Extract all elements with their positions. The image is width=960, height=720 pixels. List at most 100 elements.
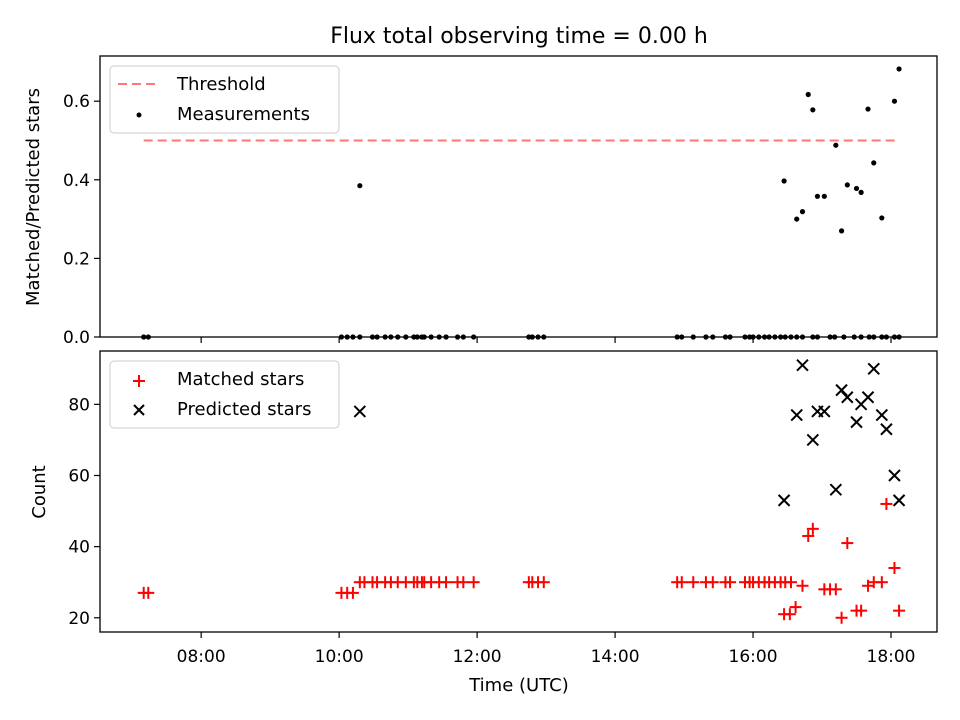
measurement-point [896, 66, 902, 72]
chart-title: Flux total observing time = 0.00 h [330, 24, 708, 49]
x-tick-label: 16:00 [729, 647, 778, 667]
measurement-point [799, 209, 806, 215]
measurement-point [750, 334, 756, 340]
bottom-panel-frame [99, 350, 938, 633]
measurement-point [722, 334, 729, 340]
measurement-point [891, 98, 898, 104]
top-panel: 0.0 0.2 0.4 0.6 Matched/Predicted stars Thr… [23, 55, 938, 348]
predicted-star-point [790, 408, 803, 422]
bottom-y-tick-label: 60 [68, 466, 90, 486]
matched-star-point [875, 576, 888, 589]
measurement-point [782, 334, 788, 340]
measurement-point [821, 193, 827, 199]
top-y-tick-label: 0.2 [63, 249, 90, 269]
measurement-point [814, 334, 821, 340]
predicted-star-point [841, 391, 854, 404]
matched-star-point [706, 576, 719, 589]
predicted-star-point [867, 362, 880, 375]
measurement-point [858, 334, 864, 340]
top-y-tick-label: 0.6 [63, 92, 90, 112]
x-tick-label: 14:00 [591, 647, 640, 667]
measurement-point [810, 107, 816, 113]
measurement-point [891, 334, 898, 340]
measurement-point [858, 189, 864, 195]
measurement-point [778, 334, 784, 340]
bottom-y-tick-label: 20 [68, 609, 90, 629]
measurement-point [832, 334, 838, 340]
bottom-x-ticks: 08:00 10:00 12:00 14:00 16:00 18:00 [177, 632, 916, 667]
measurement-point [344, 334, 350, 340]
matched-star-point [855, 604, 868, 617]
measurement-point [388, 334, 394, 340]
measurement-point [471, 334, 477, 340]
matched-star-point [841, 537, 854, 550]
measurement-point [879, 334, 885, 340]
legend-matched-label: Matched stars [177, 369, 304, 390]
measurement-point [879, 215, 885, 221]
measurement-point [690, 334, 696, 340]
matched-stars-points [137, 497, 906, 624]
measurement-point [853, 185, 860, 192]
matched-star-point [440, 576, 453, 589]
measurement-point [535, 334, 541, 340]
bottom-y-tick-label: 80 [68, 395, 90, 415]
top-y-axis-label: Matched/Predicted stars [23, 88, 44, 306]
measurement-point [357, 183, 363, 189]
measurement-point [395, 334, 401, 340]
measurement-point [529, 334, 535, 340]
measurement-point [844, 182, 850, 188]
predicted-star-point [818, 405, 831, 418]
measurement-point [810, 334, 816, 340]
measurement-point [841, 334, 847, 340]
matched-star-point [835, 611, 848, 624]
predicted-stars-points [353, 359, 906, 507]
predicted-star-point [892, 494, 906, 507]
measurement-point [866, 334, 872, 340]
measurement-point [883, 334, 890, 340]
x-tick-label: 18:00 [867, 647, 916, 667]
measurement-point [871, 334, 877, 340]
predicted-star-point [353, 405, 367, 418]
measurement-point [727, 334, 733, 340]
measurement-point [145, 334, 151, 340]
predicted-star-point [850, 415, 863, 429]
measurement-point [838, 228, 845, 234]
measurement-point [350, 334, 356, 340]
measurement-point [805, 91, 811, 98]
bottom-legend: Matched stars Predicted stars [109, 360, 340, 429]
measurement-point [674, 334, 680, 340]
measurement-point [756, 334, 762, 340]
matched-star-point [457, 576, 470, 589]
measurement-point [896, 334, 902, 340]
matched-star-point [796, 579, 809, 592]
measurement-point [141, 334, 147, 340]
predicted-star-point [888, 469, 901, 482]
matched-star-point [346, 586, 359, 599]
measurement-point [460, 334, 466, 340]
matched-star-point [888, 561, 901, 574]
x-tick-label: 10:00 [315, 647, 364, 667]
measurement-point [357, 334, 363, 340]
measurement-point [781, 178, 787, 184]
x-tick-label: 12:00 [453, 647, 502, 667]
matched-star-point [880, 497, 893, 510]
top-panel-frame [99, 55, 938, 338]
measurement-point [761, 334, 768, 340]
predicted-star-point [796, 359, 809, 372]
measurement-point [851, 334, 857, 340]
predicted-star-point [861, 391, 875, 404]
matched-star-point [802, 529, 815, 542]
matched-star-point [783, 608, 796, 621]
x-axis-label: Time (UTC) [468, 675, 569, 696]
matched-star-point [893, 604, 906, 617]
measurement-point [766, 334, 772, 340]
measurement-point [369, 334, 376, 340]
measurement-point [428, 334, 434, 340]
legend-predicted-label: Predicted stars [177, 399, 311, 420]
top-y-ticks: 0.0 0.2 0.4 0.6 [63, 92, 100, 348]
measurement-point [414, 334, 420, 340]
measurement-points [141, 66, 902, 340]
matched-star-point [467, 576, 480, 589]
